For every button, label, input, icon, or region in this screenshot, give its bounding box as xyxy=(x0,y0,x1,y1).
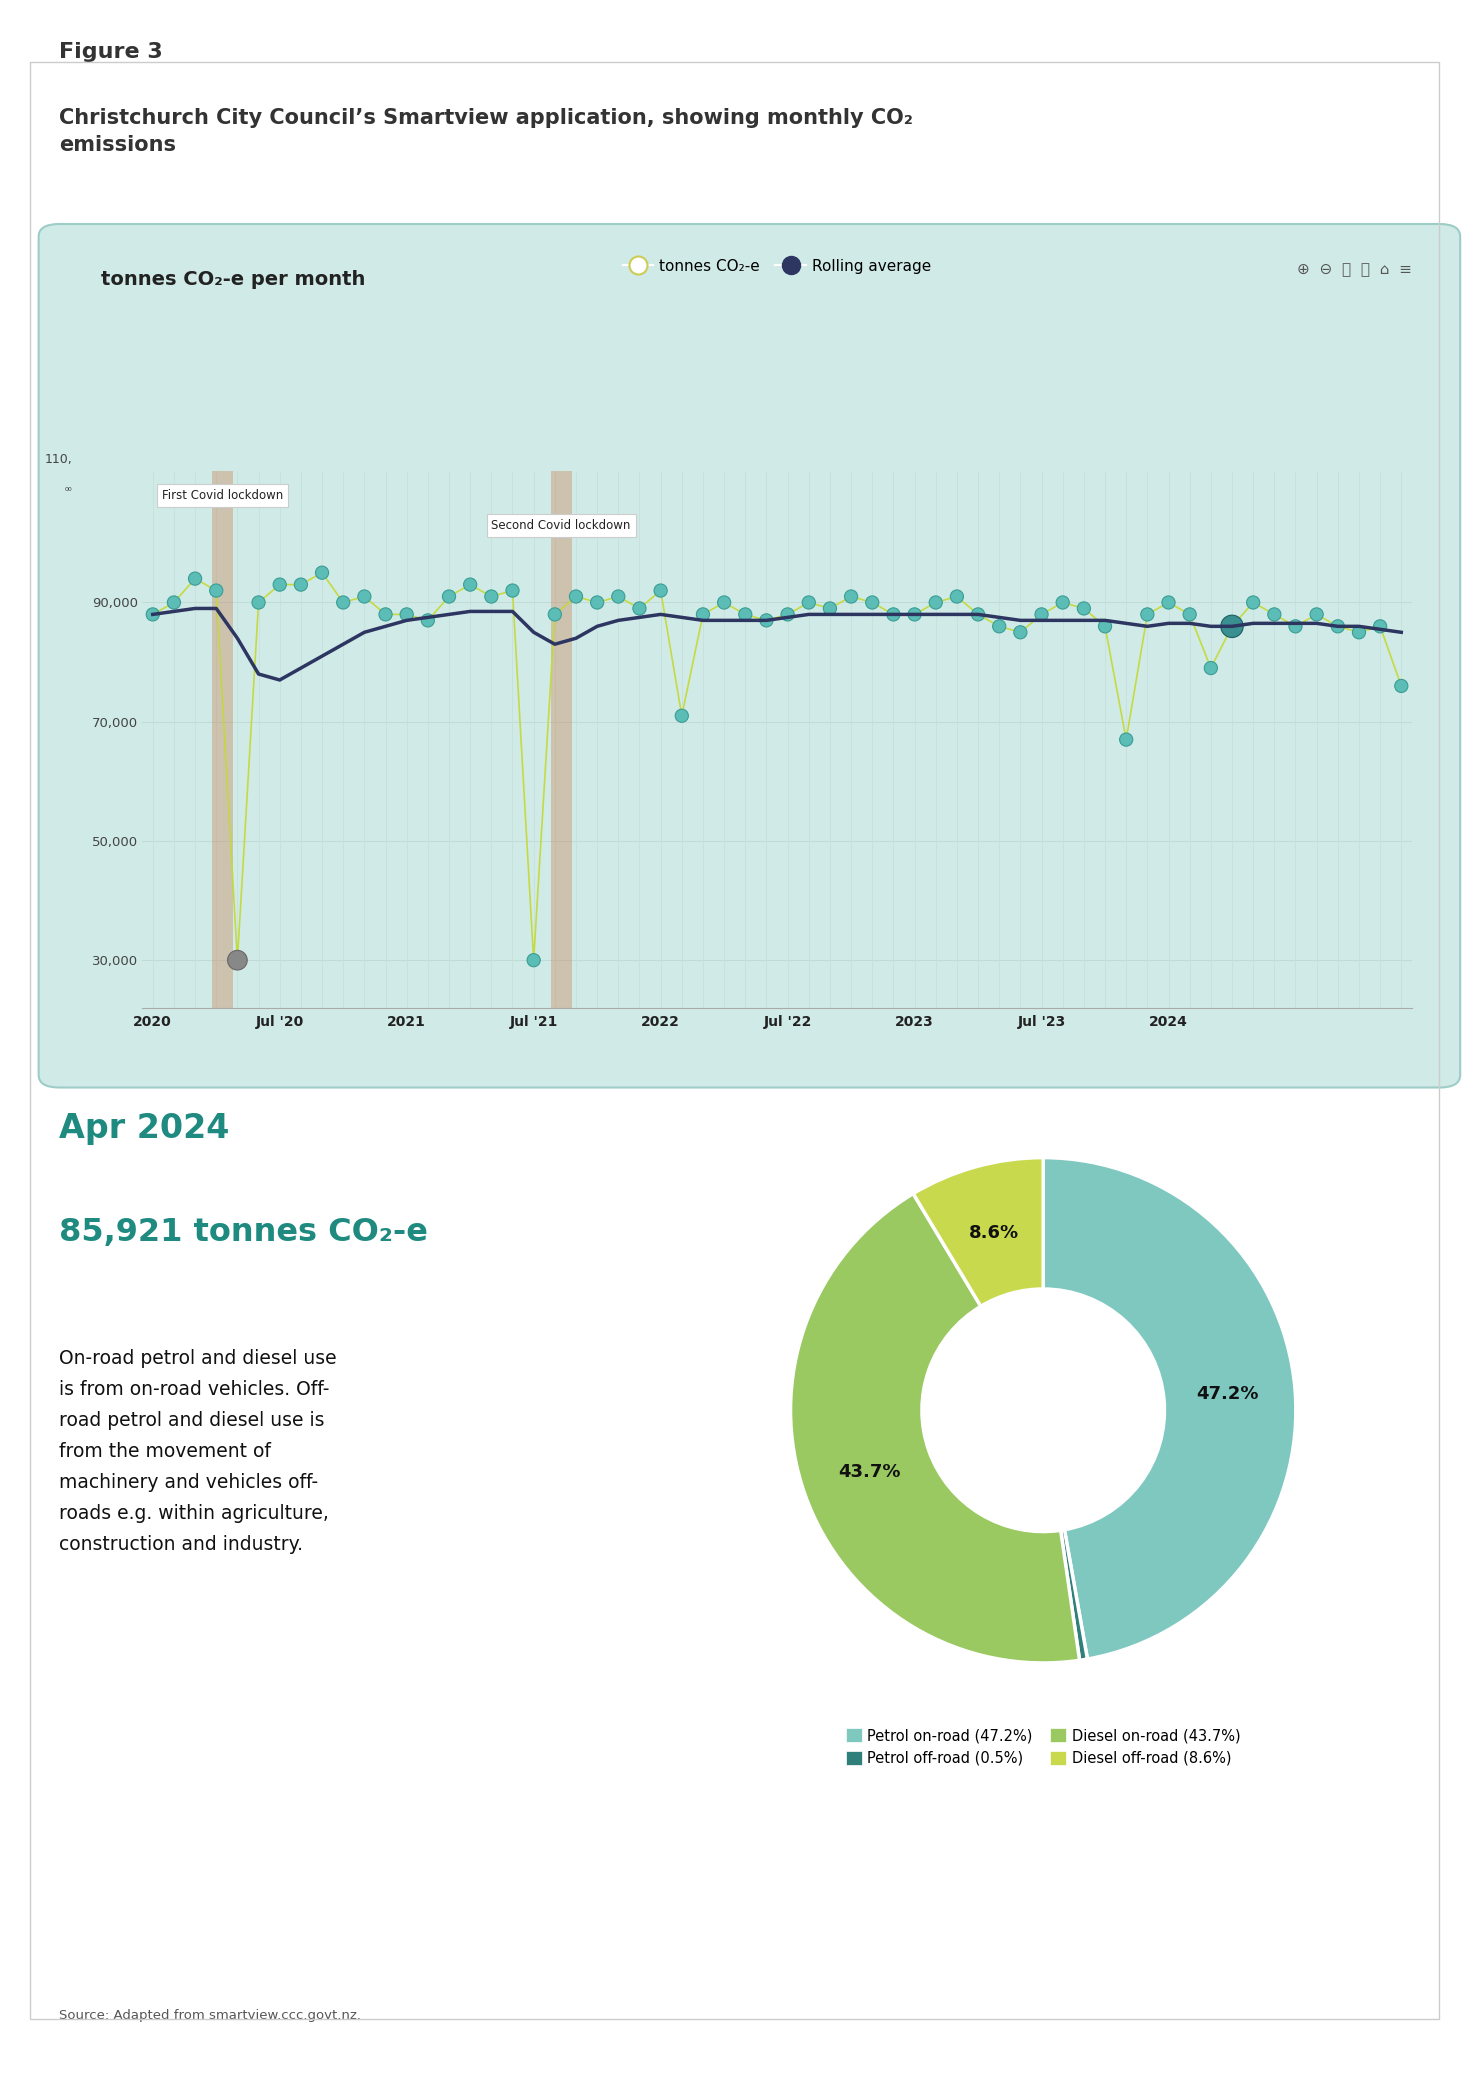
Point xyxy=(331,587,355,620)
Text: Source: Adapted from smartview.ccc.govt.nz.: Source: Adapted from smartview.ccc.govt.… xyxy=(59,2008,362,2023)
Point xyxy=(628,591,651,624)
Point xyxy=(1156,587,1180,620)
Point xyxy=(925,587,948,620)
Wedge shape xyxy=(791,1194,1079,1663)
Point xyxy=(1199,651,1223,685)
Point xyxy=(416,603,439,637)
Point xyxy=(861,587,884,620)
Point xyxy=(162,587,186,620)
Point xyxy=(1368,610,1392,643)
Point xyxy=(776,597,800,631)
Text: 43.7%: 43.7% xyxy=(838,1463,901,1482)
Point xyxy=(966,597,990,631)
Legend: Petrol on-road (47.2%), Petrol off-road (0.5%), Diesel on-road (43.7%), Diesel o: Petrol on-road (47.2%), Petrol off-road … xyxy=(838,1721,1248,1773)
Point xyxy=(1135,597,1159,631)
Point xyxy=(500,574,524,608)
Legend: tonnes CO₂-e, Rolling average: tonnes CO₂-e, Rolling average xyxy=(617,252,938,279)
Point xyxy=(585,587,608,620)
Point xyxy=(1389,670,1413,703)
Point xyxy=(1304,597,1328,631)
Text: 85,921 tonnes CO₂-e: 85,921 tonnes CO₂-e xyxy=(59,1217,429,1249)
Point xyxy=(669,699,693,733)
Point xyxy=(205,574,229,608)
Point xyxy=(1347,616,1371,649)
FancyBboxPatch shape xyxy=(39,225,1460,1088)
Point xyxy=(987,610,1011,643)
Point xyxy=(902,597,926,631)
Wedge shape xyxy=(913,1157,1043,1307)
Text: 110,: 110, xyxy=(45,454,73,466)
Point xyxy=(1325,610,1349,643)
Point xyxy=(438,581,462,614)
Point xyxy=(522,943,546,976)
Point xyxy=(1114,722,1138,755)
Point xyxy=(289,568,313,601)
Point xyxy=(564,581,588,614)
Point xyxy=(754,603,778,637)
Point xyxy=(1051,587,1074,620)
Text: ⁰⁰: ⁰⁰ xyxy=(65,487,73,497)
Point xyxy=(1030,597,1054,631)
Bar xyxy=(212,470,233,1007)
Point xyxy=(733,597,757,631)
Point xyxy=(246,587,270,620)
Point xyxy=(183,562,206,595)
Point xyxy=(797,587,821,620)
Point xyxy=(1284,610,1307,643)
Point xyxy=(141,597,165,631)
Text: 47.2%: 47.2% xyxy=(1196,1386,1258,1403)
Point xyxy=(649,574,672,608)
Point xyxy=(267,568,291,601)
Text: Figure 3: Figure 3 xyxy=(59,42,163,62)
Point xyxy=(840,581,864,614)
Point xyxy=(543,597,567,631)
Point xyxy=(310,556,334,589)
Point xyxy=(1178,597,1202,631)
Point xyxy=(1220,610,1244,643)
Point xyxy=(1071,591,1095,624)
Bar xyxy=(551,470,571,1007)
Point xyxy=(1263,597,1287,631)
Point xyxy=(607,581,631,614)
Point xyxy=(374,597,398,631)
Point xyxy=(1094,610,1117,643)
Point xyxy=(1009,616,1033,649)
Point xyxy=(353,581,377,614)
Text: ⊕  ⊖  🔍  ✋  ⌂  ≡: ⊕ ⊖ 🔍 ✋ ⌂ ≡ xyxy=(1297,262,1411,277)
Point xyxy=(459,568,482,601)
Point xyxy=(479,581,503,614)
Point xyxy=(1241,587,1264,620)
Text: 8.6%: 8.6% xyxy=(969,1224,1020,1242)
Wedge shape xyxy=(1043,1157,1296,1659)
Text: On-road petrol and diesel use
is from on-road vehicles. Off-
road petrol and die: On-road petrol and diesel use is from on… xyxy=(59,1348,337,1555)
Point xyxy=(226,943,249,976)
Point xyxy=(395,597,418,631)
Text: Christchurch City Council’s Smartview application, showing monthly CO₂
emissions: Christchurch City Council’s Smartview ap… xyxy=(59,108,913,154)
Point xyxy=(945,581,969,614)
Point xyxy=(881,597,905,631)
Point xyxy=(818,591,841,624)
Text: Second Covid lockdown: Second Covid lockdown xyxy=(491,518,631,533)
Text: Apr 2024: Apr 2024 xyxy=(59,1111,230,1145)
Point xyxy=(692,597,715,631)
Text: First Covid lockdown: First Covid lockdown xyxy=(162,489,283,502)
Wedge shape xyxy=(1061,1530,1088,1661)
Text: tonnes CO₂-e per month: tonnes CO₂-e per month xyxy=(101,271,365,289)
Point xyxy=(712,587,736,620)
